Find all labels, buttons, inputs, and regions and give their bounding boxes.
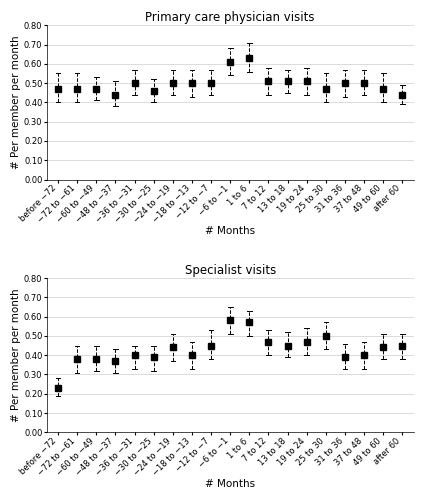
- X-axis label: # Months: # Months: [205, 226, 255, 236]
- Y-axis label: # Per member per month: # Per member per month: [11, 36, 21, 169]
- Title: Specialist visits: Specialist visits: [184, 264, 276, 277]
- Y-axis label: # Per member per month: # Per member per month: [11, 288, 21, 422]
- Title: Primary care physician visits: Primary care physician visits: [145, 11, 315, 24]
- X-axis label: # Months: # Months: [205, 479, 255, 489]
